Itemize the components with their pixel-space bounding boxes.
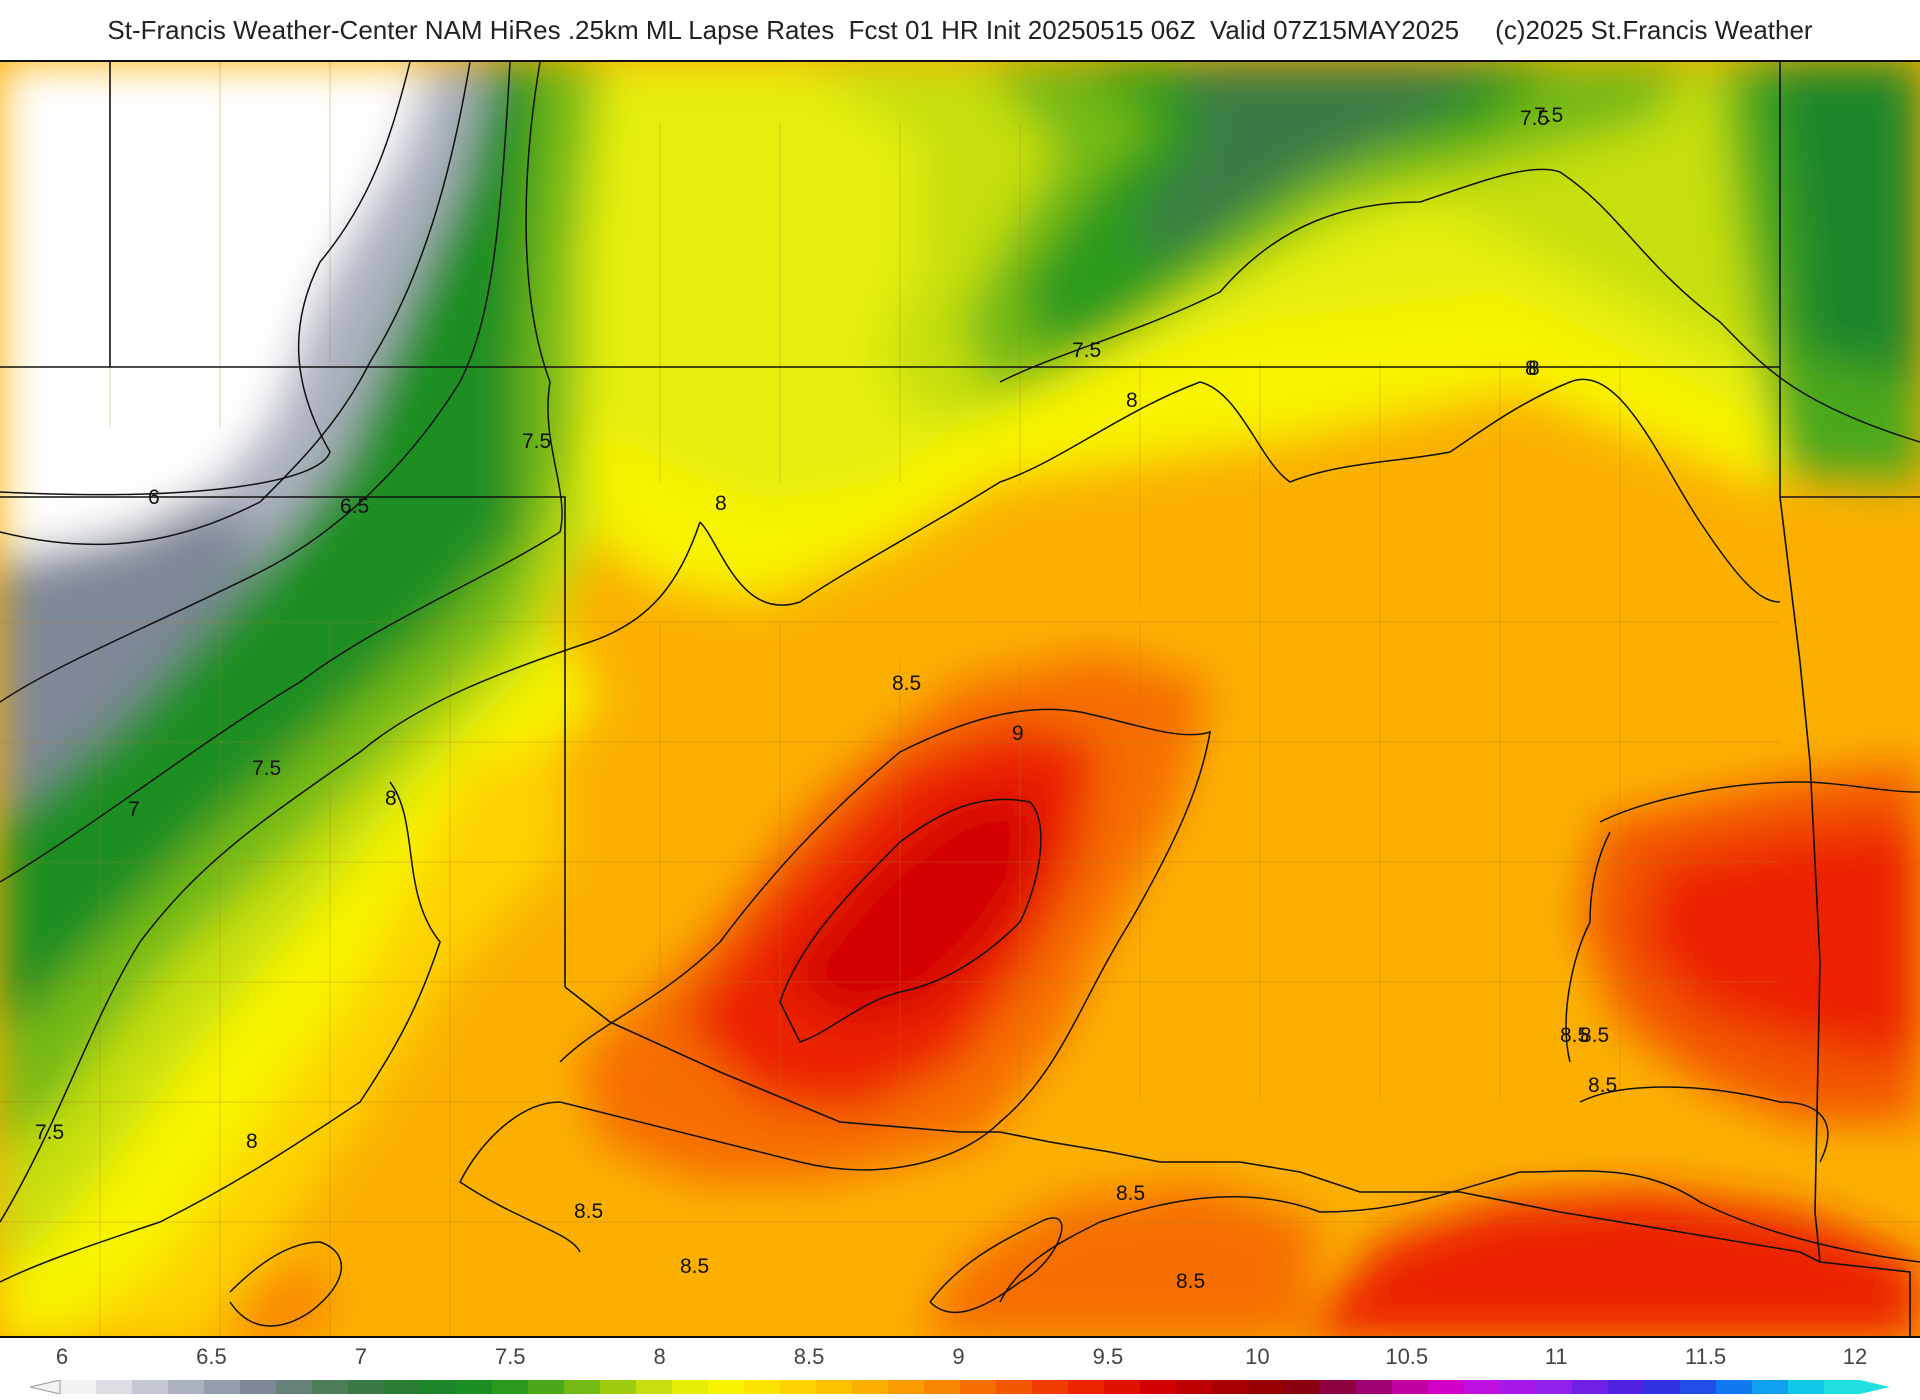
contour-label: 9 xyxy=(1012,722,1024,745)
map-canvas: 7.5 7.5 7.5 8 8 8 8 8 6 6.5 7.5 7.5 7 7.… xyxy=(0,62,1920,1336)
legend-color-swatch xyxy=(204,1380,241,1394)
legend-color-swatch xyxy=(1428,1380,1465,1394)
legend-tick-label: 6.5 xyxy=(196,1344,227,1369)
legend-color-swatch xyxy=(960,1380,997,1394)
legend-tick-label: 7 xyxy=(354,1344,367,1369)
county-lines xyxy=(0,62,1920,1336)
contour-label: 8 xyxy=(1126,389,1138,412)
contour-label: 7.5 xyxy=(1520,107,1549,130)
contour-label: 8 xyxy=(1525,357,1537,380)
legend-color-swatch xyxy=(348,1380,385,1394)
legend-color-swatch xyxy=(600,1380,637,1394)
legend-color-swatch xyxy=(96,1380,133,1394)
legend-color-swatch xyxy=(1752,1380,1789,1394)
contour-label: 8.5 xyxy=(892,672,921,695)
legend-tick-label: 7.5 xyxy=(494,1344,526,1369)
legend-color-swatch xyxy=(852,1380,889,1394)
legend-color-swatch xyxy=(240,1380,277,1394)
legend-color-swatch xyxy=(276,1380,313,1394)
contour-label: 8.5 xyxy=(1116,1182,1145,1205)
legend-color-swatch xyxy=(60,1380,97,1394)
legend-color-swatch xyxy=(168,1380,205,1394)
contour-label: 6 xyxy=(148,486,160,509)
legend-color-swatch xyxy=(1392,1380,1429,1394)
legend-color-swatch xyxy=(1824,1380,1861,1394)
legend-color-swatch xyxy=(996,1380,1033,1394)
legend-color-swatch xyxy=(744,1380,781,1394)
legend-color-swatch xyxy=(312,1380,349,1394)
contour-label: 8 xyxy=(385,787,397,810)
color-legend: 6 6.5 7 7.5 8 8.5 9 9.5 10 10.5 11 11.5 12 xyxy=(0,1338,1920,1400)
contour-label: 8.5 xyxy=(1176,1270,1205,1293)
legend-color-swatch xyxy=(1716,1380,1753,1394)
contour-label: 7.5 xyxy=(1534,104,1563,127)
lapse-rate-map: 7.5 7.5 7.5 8 8 8 8 8 6 6.5 7.5 7.5 7 7.… xyxy=(0,60,1920,1338)
legend-max-arrow xyxy=(1860,1380,1890,1394)
contour-label: 7.5 xyxy=(35,1121,64,1144)
legend-tick-label: 11 xyxy=(1544,1344,1568,1369)
legend-tick-label: 11.5 xyxy=(1684,1344,1727,1369)
legend-color-swatch xyxy=(1680,1380,1717,1394)
legend-color-swatch xyxy=(1788,1380,1825,1394)
legend-color-swatch xyxy=(1500,1380,1537,1394)
legend-min-arrow xyxy=(30,1380,61,1394)
contour-label: 8.5 xyxy=(1580,1024,1609,1047)
legend-color-swatch xyxy=(132,1380,169,1394)
lapse-rate-field xyxy=(0,62,1920,1336)
contour-label: 8.5 xyxy=(1560,1024,1589,1047)
legend-color-swatch xyxy=(1104,1380,1141,1394)
legend-tick-label: 9.5 xyxy=(1092,1344,1124,1369)
contour-label: 7.5 xyxy=(1072,339,1101,362)
legend-color-swatch xyxy=(1356,1380,1393,1394)
legend-color-swatch xyxy=(1644,1380,1681,1394)
contour-label: 8 xyxy=(715,492,727,515)
contour-label: 7 xyxy=(128,798,140,821)
legend-color-swatch xyxy=(1140,1380,1177,1394)
legend-color-swatch xyxy=(924,1380,961,1394)
contour-label: 8 xyxy=(246,1130,258,1153)
legend-color-swatch xyxy=(1536,1380,1573,1394)
legend-tick-label: 10 xyxy=(1245,1344,1270,1369)
map-title: St-Francis Weather-Center NAM HiRes .25k… xyxy=(107,14,1813,45)
legend-color-swatch xyxy=(420,1380,457,1394)
contour-lines xyxy=(0,62,1920,1327)
legend-color-swatch xyxy=(1320,1380,1357,1394)
contour-label: 7.5 xyxy=(252,757,281,780)
legend-color-swatch xyxy=(1032,1380,1069,1394)
legend-color-swatch xyxy=(528,1380,565,1394)
state-borders xyxy=(0,62,1920,1336)
legend-color-swatch xyxy=(1608,1380,1645,1394)
contour-label: 8.5 xyxy=(680,1255,709,1278)
legend-color-swatch xyxy=(1464,1380,1501,1394)
legend-colorbar xyxy=(30,1380,1890,1394)
legend-color-swatch xyxy=(1212,1380,1249,1394)
legend-tick-label: 6 xyxy=(55,1344,69,1369)
legend-color-swatch xyxy=(1176,1380,1213,1394)
contour-label-group: 7.5 7.5 7.5 8 8 8 8 8 6 6.5 7.5 7.5 7 7.… xyxy=(35,104,1617,1293)
legend-color-swatch xyxy=(780,1380,817,1394)
legend-color-swatch xyxy=(564,1380,601,1394)
contour-label: 6.5 xyxy=(340,495,369,518)
legend-tick-label: 12 xyxy=(1842,1344,1868,1369)
legend-tick-label: 10.5 xyxy=(1385,1344,1429,1369)
legend-color-swatch xyxy=(672,1380,709,1394)
legend-color-swatch xyxy=(456,1380,493,1394)
legend-color-swatch xyxy=(708,1380,745,1394)
legend-tick-label: 9 xyxy=(952,1344,965,1369)
legend-color-swatch xyxy=(1284,1380,1321,1394)
legend-color-swatch xyxy=(888,1380,925,1394)
legend-color-swatch xyxy=(1572,1380,1609,1394)
legend-color-swatch xyxy=(636,1380,673,1394)
legend-color-swatch xyxy=(384,1380,421,1394)
contour-label: 7.5 xyxy=(522,430,551,453)
legend-color-swatch xyxy=(1068,1380,1105,1394)
legend-color-swatch xyxy=(1248,1380,1285,1394)
legend-color-swatch xyxy=(492,1380,529,1394)
contour-label: 8.5 xyxy=(574,1200,603,1223)
legend-color-swatch xyxy=(816,1380,853,1394)
legend-tick-label: 8.5 xyxy=(793,1344,825,1369)
contour-label: 8 xyxy=(1528,357,1540,380)
contour-label: 8.5 xyxy=(1588,1074,1617,1097)
legend-tick-label: 8 xyxy=(653,1344,666,1369)
